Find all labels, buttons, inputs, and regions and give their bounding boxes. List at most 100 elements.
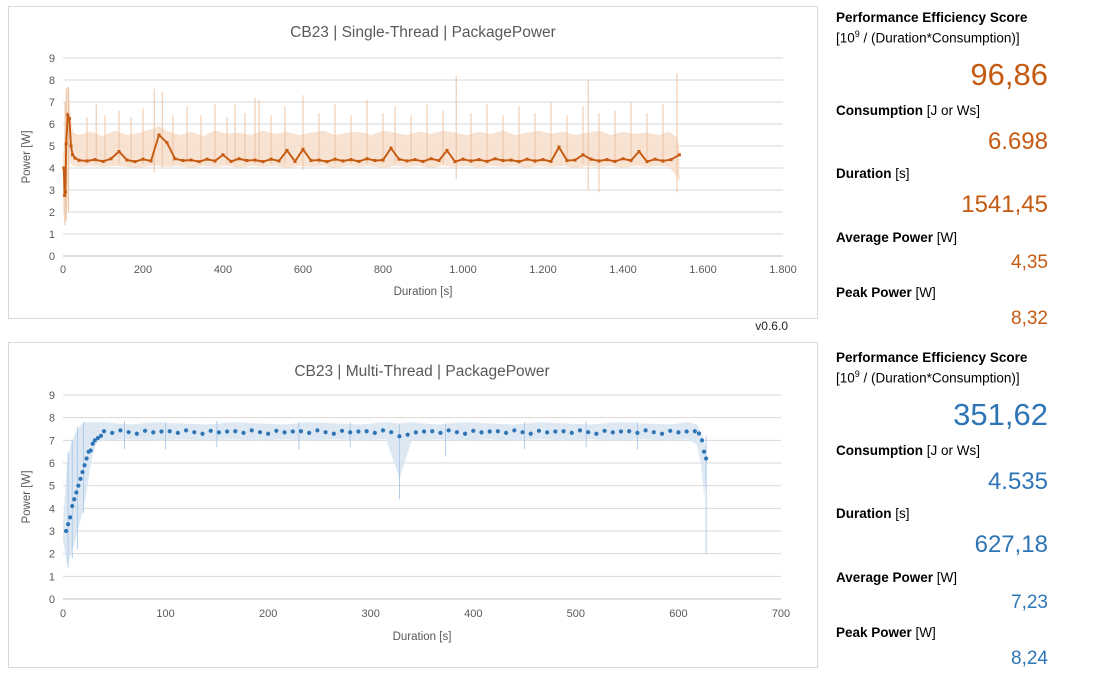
data-point: [141, 157, 145, 161]
data-point: [653, 157, 657, 161]
data-point: [225, 429, 230, 434]
consumption-value: 4.535: [987, 467, 1048, 495]
data-point: [93, 158, 97, 162]
data-point: [189, 158, 193, 162]
average-power-value: 4,35: [1011, 252, 1048, 274]
data-point: [413, 158, 417, 162]
data-point: [249, 428, 254, 433]
data-point: [80, 469, 85, 475]
efficiency-score-label: Performance Efficiency Score: [836, 10, 1028, 25]
data-point: [101, 159, 105, 163]
data-point: [669, 158, 673, 162]
duration-value: 627,18: [974, 530, 1048, 558]
data-point: [165, 141, 169, 145]
x-tick-label: 600: [669, 608, 687, 620]
data-point: [381, 158, 385, 162]
data-point: [98, 433, 104, 438]
data-point: [446, 428, 451, 433]
x-tick-label: 700: [772, 608, 790, 620]
data-point: [454, 430, 459, 435]
data-point: [573, 158, 577, 162]
data-point: [70, 503, 75, 509]
data-point: [200, 431, 205, 436]
data-point: [349, 158, 353, 162]
data-point: [493, 157, 497, 161]
y-tick-label: 6: [49, 119, 55, 131]
data-point: [668, 428, 673, 433]
data-point: [301, 147, 305, 151]
y-tick-label: 7: [49, 97, 55, 109]
x-tick-label: 200: [259, 608, 277, 620]
data-point: [62, 166, 66, 170]
data-point: [253, 158, 257, 162]
data-point: [445, 148, 449, 152]
efficiency-score-value: 351,62: [953, 396, 1048, 432]
data-point: [696, 431, 702, 436]
data-point: [479, 430, 484, 435]
data-point: [429, 157, 433, 161]
data-point: [430, 429, 435, 434]
data-point: [477, 158, 481, 162]
x-tick-label: 1.200: [529, 264, 557, 276]
data-point: [290, 429, 295, 434]
band-area: [63, 86, 680, 226]
single-thread-stats-panel: Performance Efficiency Score [109 / (Dur…: [836, 8, 1094, 332]
data-point: [245, 159, 249, 163]
data-point: [85, 159, 89, 163]
data-point: [581, 153, 585, 157]
data-point: [629, 159, 633, 163]
data-point: [67, 117, 71, 120]
data-point: [167, 429, 172, 434]
data-point: [373, 159, 377, 163]
data-point: [397, 434, 402, 439]
efficiency-score-value: 96,86: [970, 56, 1048, 92]
y-tick-label: 1: [49, 571, 55, 583]
data-point: [501, 159, 505, 163]
data-point: [651, 430, 656, 435]
data-point: [676, 430, 681, 435]
data-point: [692, 429, 697, 434]
data-point: [208, 428, 213, 433]
data-point: [485, 159, 489, 163]
data-point: [405, 432, 410, 437]
data-point: [118, 428, 123, 433]
y-tick-label: 1: [49, 229, 55, 241]
data-point: [621, 157, 625, 161]
efficiency-score-formula: [109 / (Duration*Consumption)]: [836, 28, 1020, 46]
data-point: [173, 157, 177, 161]
data-point: [233, 429, 238, 434]
peak-power-value: 8,24: [1011, 647, 1048, 669]
data-point: [63, 528, 69, 534]
data-point: [293, 159, 297, 163]
data-point: [307, 430, 312, 435]
data-point: [536, 428, 542, 433]
data-point: [90, 441, 95, 446]
y-axis-title: Power [W]: [21, 470, 33, 523]
data-point: [701, 449, 707, 454]
peak-power-value: 8,32: [1011, 307, 1048, 329]
data-point: [504, 430, 509, 435]
data-point: [356, 429, 361, 434]
data-point: [66, 113, 70, 117]
data-point: [357, 159, 361, 163]
efficiency-score-label: Performance Efficiency Score: [836, 350, 1028, 365]
data-point: [533, 159, 537, 163]
data-point: [82, 463, 87, 468]
data-point: [613, 159, 617, 163]
data-point: [63, 190, 67, 194]
x-axis-title: Duration [s]: [394, 286, 453, 298]
data-point: [618, 429, 624, 434]
chart-title: CB23 | Single-Thread | PackagePower: [290, 24, 556, 41]
x-tick-label: 1.000: [449, 264, 477, 276]
average-power-label: Average Power [W]: [836, 229, 958, 245]
data-point: [597, 159, 601, 163]
single-thread-chart-plot: 0 1 2 3 4 5 6 7 8 9 0 200 400 600 800 1.000 1.200 1.400 1.…: [21, 24, 797, 298]
data-point: [68, 515, 73, 520]
data-point: [545, 430, 550, 435]
data-point: [134, 431, 139, 436]
y-tick-label: 2: [49, 549, 55, 561]
data-point: [64, 142, 68, 146]
data-point: [437, 159, 441, 163]
data-point: [637, 150, 641, 153]
data-point: [453, 160, 457, 164]
